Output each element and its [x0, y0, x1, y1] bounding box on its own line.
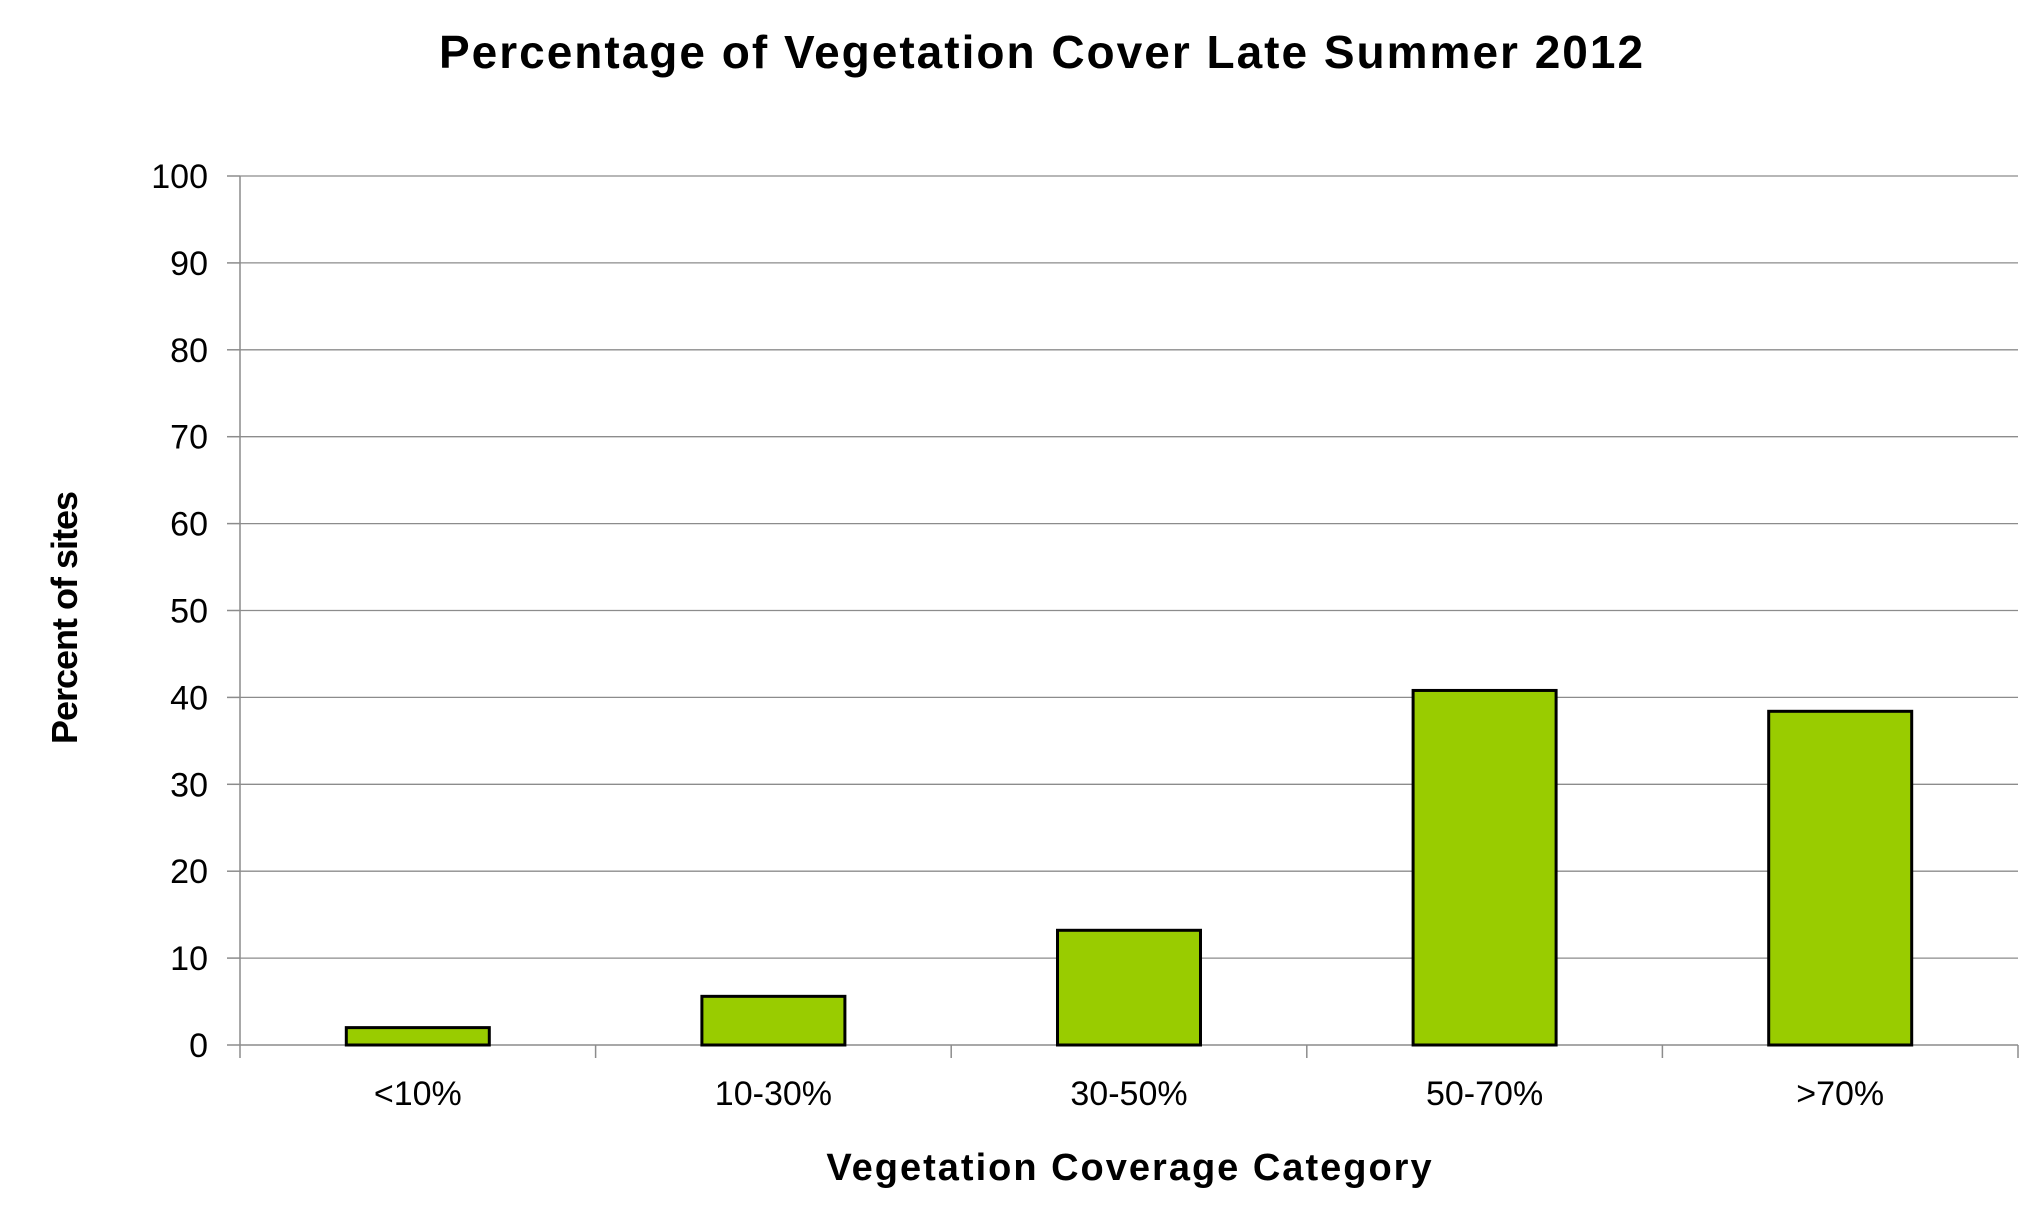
- chart-title: Percentage of Vegetation Cover Late Summ…: [439, 26, 1645, 78]
- y-tick-label: 50: [170, 593, 208, 631]
- bars: [344, 688, 1914, 1047]
- y-tick-label: 10: [170, 940, 208, 978]
- y-tick-label: 80: [170, 332, 208, 370]
- axes: [227, 175, 2019, 1058]
- y-tick-label: 90: [170, 245, 208, 283]
- x-tick-label: <10%: [374, 1075, 462, 1113]
- y-tick-label: 70: [170, 419, 208, 457]
- bar-5: [1767, 709, 1914, 1047]
- y-tick-label: 100: [151, 158, 208, 196]
- bar-1: [344, 1026, 491, 1047]
- x-tick-label: 30-50%: [1070, 1075, 1187, 1113]
- bar-4: [1411, 688, 1558, 1047]
- x-tick-label: >70%: [1796, 1075, 1884, 1113]
- bar-2: [700, 994, 847, 1047]
- y-tick-label: 30: [170, 766, 208, 804]
- bar-3: [1056, 928, 1202, 1047]
- x-tick-label: 50-70%: [1426, 1075, 1543, 1113]
- gridlines: [240, 175, 2018, 959]
- y-tick-label: 60: [170, 506, 208, 544]
- x-tick-labels: <10% 10-30% 30-50% 50-70% >70%: [374, 1075, 1884, 1113]
- y-tick-label: 20: [170, 853, 208, 891]
- x-tick-label: 10-30%: [715, 1075, 832, 1113]
- y-tick-label: 40: [170, 679, 208, 717]
- x-axis-title: Vegetation Coverage Category: [826, 1147, 1433, 1189]
- y-tick-label: 0: [189, 1027, 208, 1065]
- y-tick-labels: 0 10 20 30 40 50 60 70 80 90 100: [151, 158, 208, 1065]
- y-axis-title: Percent of sites: [44, 492, 85, 744]
